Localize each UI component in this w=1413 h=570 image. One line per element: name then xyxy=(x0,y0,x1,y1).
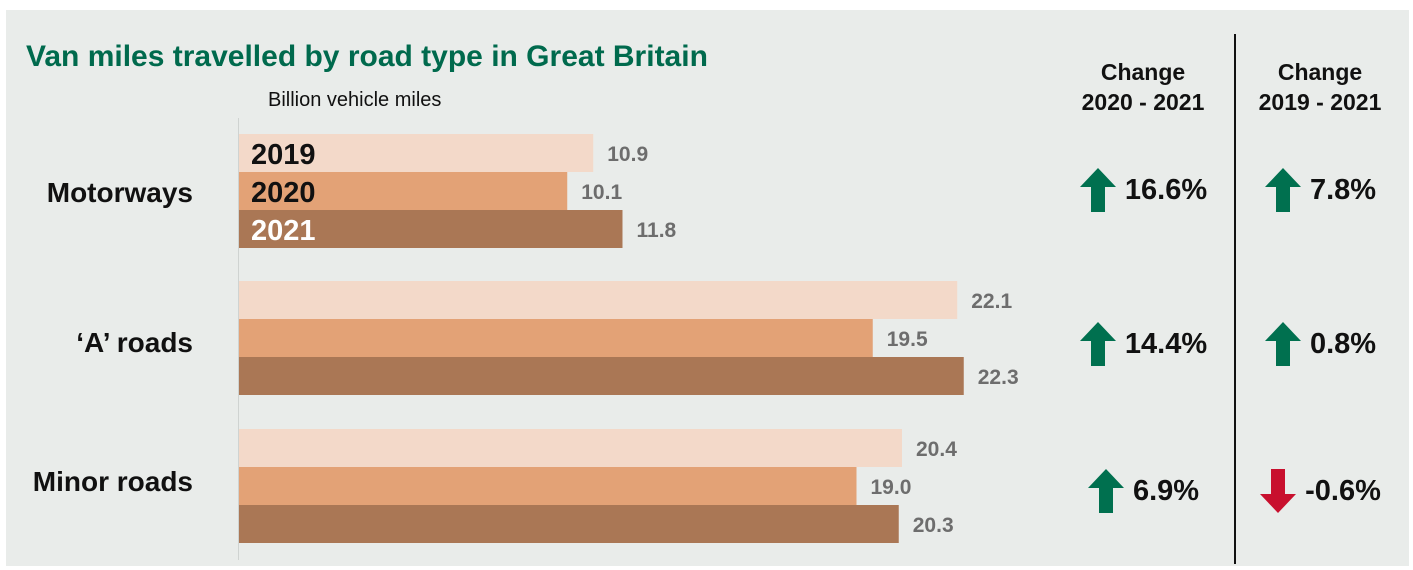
legend-label-2021: 2021 xyxy=(251,215,316,247)
value-label: 11.8 xyxy=(637,219,677,242)
change-cell: 0.8% xyxy=(1240,319,1400,369)
change-cell: 6.9% xyxy=(1062,466,1224,516)
change-cell: -0.6% xyxy=(1240,466,1400,516)
value-label: 22.1 xyxy=(971,290,1012,313)
value-label: 20.4 xyxy=(916,438,957,461)
category-label: Motorways xyxy=(47,177,193,208)
bar-2019 xyxy=(239,281,958,319)
arrow-up-icon xyxy=(1079,321,1117,367)
bar-2021 xyxy=(239,210,623,248)
arrow-down-icon xyxy=(1259,468,1297,514)
col1-header-line2: 2020 - 2021 xyxy=(1081,89,1205,115)
y-axis-line xyxy=(238,118,239,560)
change-2019-2021-header: Change 2019 - 2021 xyxy=(1240,57,1400,117)
legend-label-2020: 2020 xyxy=(251,177,316,209)
arrow-up-icon xyxy=(1087,468,1125,514)
bar-2020 xyxy=(239,319,873,357)
bar-2020 xyxy=(239,467,857,505)
bar-2021 xyxy=(239,505,899,543)
change-value: 6.9% xyxy=(1132,474,1200,507)
bar-2020 xyxy=(239,172,568,210)
change-value: 16.6% xyxy=(1124,173,1208,206)
change-cell: 14.4% xyxy=(1062,319,1224,369)
bar-2019 xyxy=(239,134,594,172)
col2-header-line1: Change xyxy=(1277,59,1363,85)
arrow-up-icon xyxy=(1264,167,1302,213)
value-label: 10.1 xyxy=(581,181,622,204)
arrow-up-icon xyxy=(1264,321,1302,367)
change-value: 0.8% xyxy=(1309,327,1377,360)
col2-header-line2: 2019 - 2021 xyxy=(1258,89,1382,115)
col1-header-line1: Change xyxy=(1100,59,1186,85)
change-value: 14.4% xyxy=(1124,327,1208,360)
chart-title: Van miles travelled by road type in Grea… xyxy=(26,40,708,73)
category-label: ‘A’ roads xyxy=(76,327,193,358)
category-label: Minor roads xyxy=(33,466,193,497)
arrow-up-icon xyxy=(1079,167,1117,213)
change-2020-2021-header: Change 2020 - 2021 xyxy=(1062,57,1224,117)
change-cell: 7.8% xyxy=(1240,165,1400,215)
change-value: 7.8% xyxy=(1309,173,1377,206)
bar-2019 xyxy=(239,429,902,467)
change-value: -0.6% xyxy=(1305,474,1381,507)
value-label: 22.3 xyxy=(978,366,1019,389)
value-label: 20.3 xyxy=(913,514,954,537)
value-label: 19.0 xyxy=(871,476,912,499)
legend-label-2019: 2019 xyxy=(251,139,316,171)
change-cell: 16.6% xyxy=(1062,165,1224,215)
value-label: 10.9 xyxy=(607,143,648,166)
value-label: 19.5 xyxy=(887,328,928,351)
column-divider xyxy=(1234,34,1236,564)
bar-2021 xyxy=(239,357,964,395)
units-label: Billion vehicle miles xyxy=(268,89,442,111)
